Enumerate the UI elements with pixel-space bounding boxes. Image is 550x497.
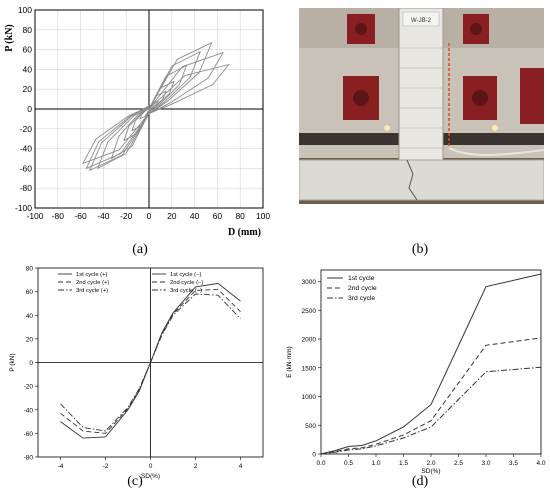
x-tick-label: -40 xyxy=(97,211,110,221)
y-tick-label: 40 xyxy=(23,64,33,74)
y-tick-label: 20 xyxy=(23,84,33,94)
series-line xyxy=(60,362,151,434)
x-tick-label: 0.0 xyxy=(316,460,325,467)
y-tick-label: -20 xyxy=(24,384,34,391)
legend-label: 1st cycle (+) xyxy=(76,272,107,278)
y-tick-label: 1000 xyxy=(302,394,317,401)
x-tick-label: 4 xyxy=(239,463,243,470)
y-tick-label: 3000 xyxy=(302,279,317,286)
x-tick-label: 60 xyxy=(213,211,223,221)
legend-label: 2nd cycle xyxy=(348,285,377,292)
y-tick-label: 2500 xyxy=(302,308,317,315)
y-tick-label: 100 xyxy=(18,5,32,15)
y-axis-label: E (kN·mm) xyxy=(286,346,293,377)
hysteresis-chart: -100 -80 -60 -40 -20 0 20 40 60 80 100 -100 -80 -60 -4… xyxy=(4,5,270,238)
x-tick-label: 1.5 xyxy=(399,460,408,467)
y-tick-label: -40 xyxy=(20,144,33,154)
panel-b: W-JB-2 (b) xyxy=(275,0,550,262)
series-line xyxy=(150,282,241,363)
y-tick-label: -60 xyxy=(24,431,34,438)
test-setup-photo: W-JB-2 xyxy=(299,8,544,204)
series-line xyxy=(60,362,151,432)
series-line xyxy=(320,273,542,455)
series-line xyxy=(320,337,542,455)
y-tick-label: 40 xyxy=(26,313,34,320)
specimen-tag: W-JB-2 xyxy=(411,18,432,24)
legend-label: 3rd cycle xyxy=(348,295,375,302)
panel-label-b: (b) xyxy=(411,242,429,257)
y-tick-label: 60 xyxy=(23,45,33,55)
y-tick-label: 80 xyxy=(26,266,34,273)
x-axis-label: SD(%) xyxy=(421,468,440,475)
legend-label: 3rd cycle (−) xyxy=(170,288,202,294)
x-axis-label: SD(%) xyxy=(141,473,160,480)
y-axis-label: P (kN) xyxy=(9,353,16,371)
hysteresis-loop xyxy=(82,64,230,164)
x-tick-label: 100 xyxy=(256,211,270,221)
x-tick-label: 40 xyxy=(190,211,200,221)
legend-label: 2nd cycle (−) xyxy=(170,280,203,286)
panel-c: -4 -2 0 2 4 -80 -60 -40 -20 0 20 40 60 80 SD(%) P (kN) 1… xyxy=(0,262,275,497)
y-tick-label: 0 xyxy=(312,452,316,459)
x-tick-label: 0 xyxy=(149,463,153,470)
x-tick-label: 0.5 xyxy=(344,460,353,467)
x-tick-label: 2 xyxy=(194,463,198,470)
x-tick-label: -20 xyxy=(120,211,133,221)
x-tick-label: -80 xyxy=(52,211,65,221)
panel-d: 0.0 0.5 1.0 1.5 2.0 2.5 3.0 3.5 4.0 0 500 1000 1500 2… xyxy=(275,262,550,497)
y-tick-label: -80 xyxy=(20,183,33,193)
panel-label-c: (c) xyxy=(127,474,143,489)
y-tick-label: 0 xyxy=(29,360,33,367)
series-line xyxy=(320,366,542,455)
y-tick-label: -100 xyxy=(15,203,32,213)
x-tick-label: -2 xyxy=(103,463,109,470)
y-tick-label: -60 xyxy=(20,163,33,173)
hysteresis-loop xyxy=(131,90,167,132)
x-axis-label: D (mm) xyxy=(228,227,261,238)
series-line xyxy=(150,288,241,363)
y-tick-label: 2000 xyxy=(302,337,317,344)
y-tick-label: -20 xyxy=(20,124,33,134)
panel-a: -100 -80 -60 -40 -20 0 20 40 60 80 100 -100 -80 -60 -4… xyxy=(0,0,275,262)
legend-label: 1st cycle (−) xyxy=(170,272,201,278)
x-tick-label: 3.0 xyxy=(481,460,490,467)
x-tick-label: -4 xyxy=(58,463,64,470)
y-tick-label: 80 xyxy=(23,25,33,35)
y-tick-label: -80 xyxy=(24,455,34,462)
y-tick-label: -40 xyxy=(24,407,34,414)
y-tick-label: 0 xyxy=(27,104,32,114)
x-tick-label: 20 xyxy=(167,211,177,221)
x-tick-label: 3.5 xyxy=(509,460,518,467)
x-tick-label: 2.5 xyxy=(454,460,463,467)
y-tick-label: 500 xyxy=(305,423,316,430)
legend-label: 1st cycle xyxy=(348,275,375,282)
panel-label-d: (d) xyxy=(411,474,429,489)
y-tick-label: 20 xyxy=(26,336,34,343)
test-setup-illustration: W-JB-2 xyxy=(299,8,544,204)
x-tick-label: 1.0 xyxy=(371,460,380,467)
x-tick-label: -100 xyxy=(26,211,43,221)
x-tick-label: 80 xyxy=(235,211,245,221)
series-line xyxy=(150,293,241,363)
y-tick-label: 1500 xyxy=(302,365,317,372)
energy-chart: 0.0 0.5 1.0 1.5 2.0 2.5 3.0 3.5 4.0 0 500 1000 1500 2… xyxy=(286,269,546,475)
x-tick-label: 2.0 xyxy=(426,460,435,467)
y-tick-label: 60 xyxy=(26,289,34,296)
hysteresis-loop xyxy=(85,52,224,169)
panel-label-a: (a) xyxy=(132,242,148,257)
x-tick-label: 4.0 xyxy=(536,460,545,467)
series-line xyxy=(60,362,151,439)
y-axis-label: P (kN) xyxy=(4,24,15,52)
x-tick-label: -60 xyxy=(74,211,87,221)
legend-label: 3rd cycle (+) xyxy=(76,288,108,294)
x-tick-label: 0 xyxy=(147,211,152,221)
legend-label: 2nd cycle (+) xyxy=(76,280,109,286)
